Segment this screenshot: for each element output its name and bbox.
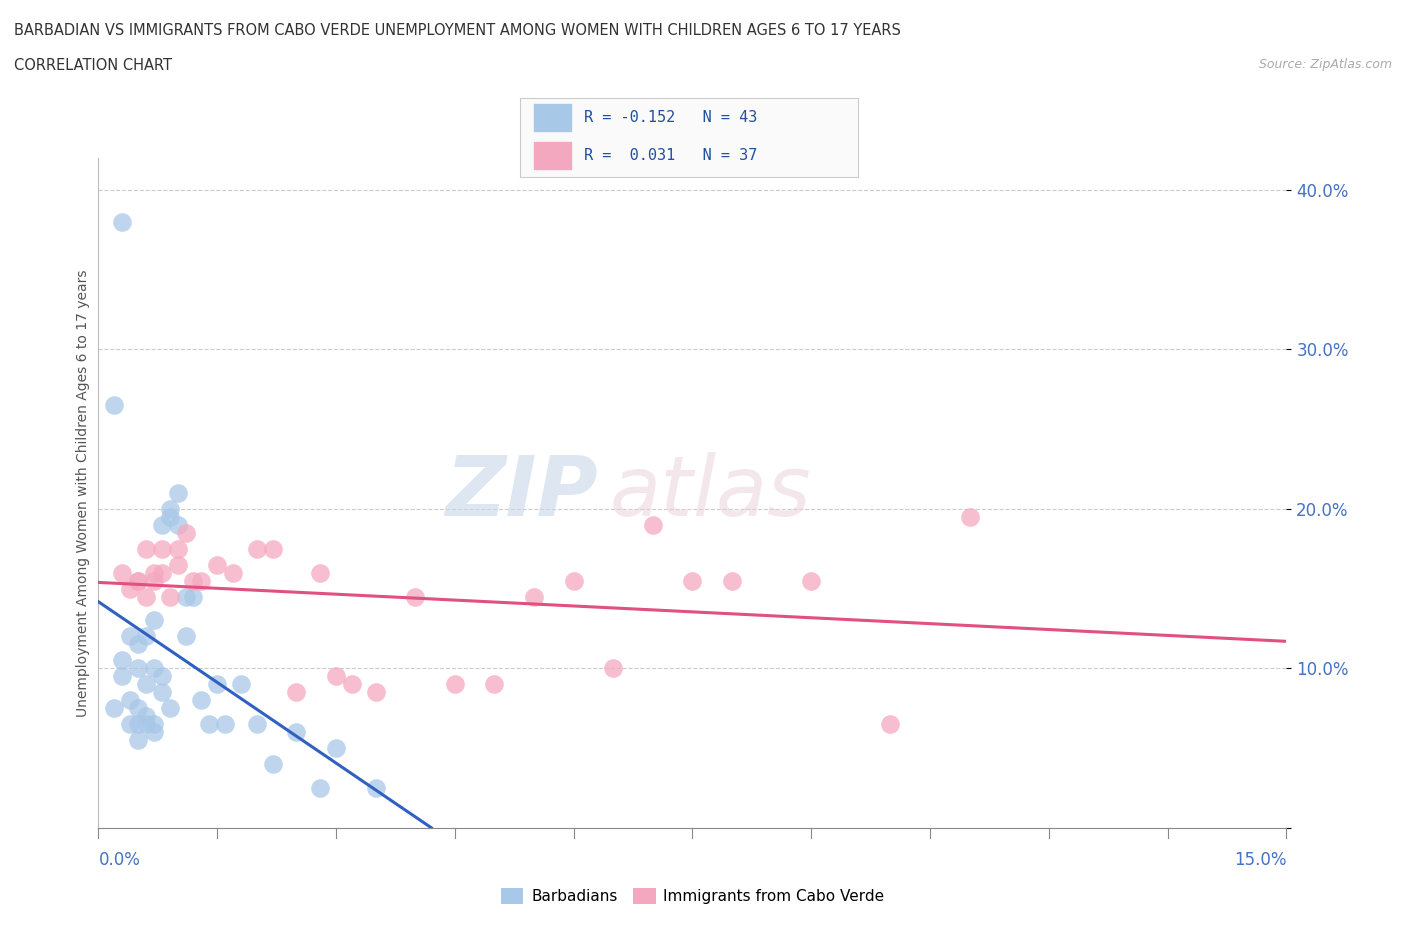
Point [150,669,173,684]
Point [183,573,205,588]
Point [404,589,426,604]
Point [120,629,142,644]
Point [879,717,901,732]
Point [444,677,467,692]
Point [127,573,149,588]
Point [159,700,181,715]
Point [214,717,236,732]
Point [111,653,134,668]
Point [262,541,284,556]
Point [127,717,149,732]
Point [159,589,181,604]
Point [150,541,173,556]
Point [142,661,165,676]
Point [174,525,197,540]
Point [174,589,197,604]
Point [142,613,165,628]
Point [523,589,546,604]
Point [150,684,173,699]
Text: atlas: atlas [609,452,811,534]
Text: R = -0.152   N = 43: R = -0.152 N = 43 [585,110,758,125]
Point [135,677,157,692]
Point [166,541,188,556]
Text: CORRELATION CHART: CORRELATION CHART [14,58,172,73]
Point [127,661,149,676]
FancyBboxPatch shape [534,142,571,169]
Text: ZIP: ZIP [444,452,598,534]
Point [262,756,284,771]
Point [325,740,347,755]
Point [222,565,245,580]
Point [120,693,142,708]
Point [142,724,165,739]
Point [103,398,125,413]
Point [681,573,703,588]
Point [111,565,134,580]
Point [309,565,332,580]
Point [150,565,173,580]
Point [166,517,188,532]
Text: R =  0.031   N = 37: R = 0.031 N = 37 [585,148,758,163]
Point [174,629,197,644]
Point [246,541,269,556]
Point [309,780,332,795]
Point [721,573,744,588]
Point [135,629,157,644]
Point [641,517,664,532]
Point [120,717,142,732]
Point [127,733,149,748]
Point [364,684,387,699]
Point [198,717,221,732]
Point [340,677,363,692]
Point [229,677,252,692]
Point [111,215,134,230]
Point [285,684,308,699]
Point [135,709,157,724]
Point [562,573,585,588]
Text: 15.0%: 15.0% [1234,851,1286,869]
Point [159,510,181,525]
Point [142,717,165,732]
Point [602,661,624,676]
Point [190,573,212,588]
Point [183,589,205,604]
Point [205,677,228,692]
Point [127,700,149,715]
Point [127,573,149,588]
Point [364,780,387,795]
Point [142,565,165,580]
Legend: Barbadians, Immigrants from Cabo Verde: Barbadians, Immigrants from Cabo Verde [495,883,890,910]
Point [135,717,157,732]
Point [285,724,308,739]
Point [166,485,188,500]
Point [111,669,134,684]
Text: 0.0%: 0.0% [98,851,141,869]
Point [127,637,149,652]
Point [484,677,506,692]
FancyBboxPatch shape [534,104,571,131]
Y-axis label: Unemployment Among Women with Children Ages 6 to 17 years: Unemployment Among Women with Children A… [76,269,90,717]
Point [120,581,142,596]
Point [150,517,173,532]
Point [159,501,181,516]
Point [142,573,165,588]
Point [325,669,347,684]
Point [135,541,157,556]
Point [959,510,981,525]
Point [135,589,157,604]
Text: Source: ZipAtlas.com: Source: ZipAtlas.com [1258,58,1392,71]
Point [190,693,212,708]
Point [800,573,823,588]
Text: BARBADIAN VS IMMIGRANTS FROM CABO VERDE UNEMPLOYMENT AMONG WOMEN WITH CHILDREN A: BARBADIAN VS IMMIGRANTS FROM CABO VERDE … [14,23,901,38]
Point [103,700,125,715]
Point [205,557,228,572]
Point [166,557,188,572]
Point [246,717,269,732]
